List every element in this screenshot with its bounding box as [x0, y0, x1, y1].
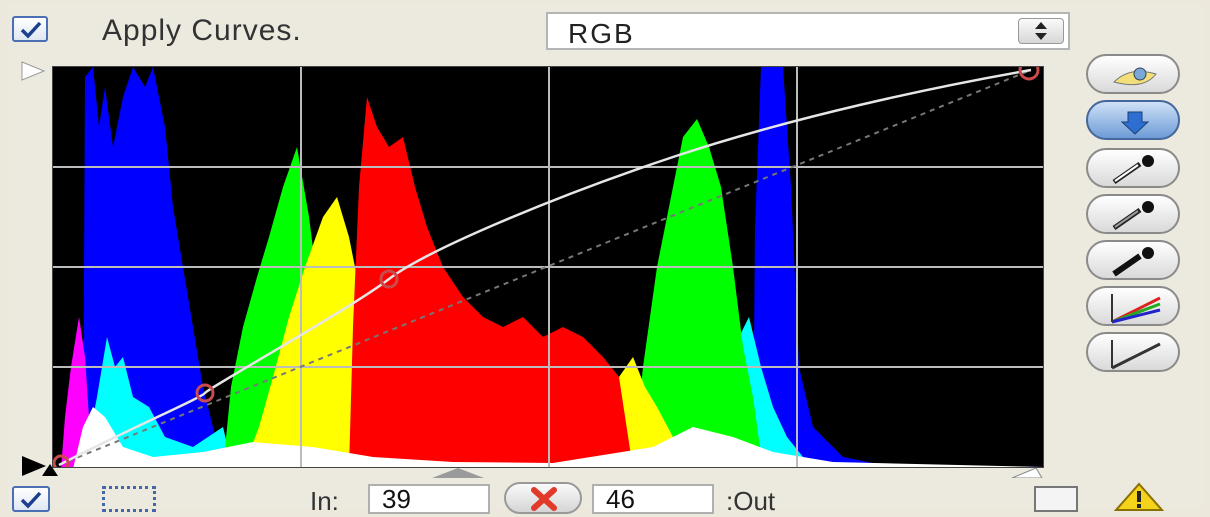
apply-curves-checkbox[interactable]	[12, 16, 48, 42]
close-icon	[531, 487, 557, 511]
apply-curves-label: Apply Curves.	[102, 14, 302, 47]
input-gray-marker	[432, 468, 484, 478]
grid-lines	[53, 67, 1043, 467]
gray-eyedropper-icon	[1112, 201, 1154, 231]
selection-toggle[interactable]	[102, 486, 156, 512]
tone-curve	[58, 68, 1032, 467]
channel-spinner[interactable]	[1018, 18, 1064, 44]
cancel-button[interactable]	[504, 482, 582, 514]
output-white-marker[interactable]	[20, 60, 46, 82]
control-point-2	[379, 269, 399, 289]
control-point-black	[53, 454, 70, 467]
gray-point-eyedropper[interactable]	[1086, 194, 1180, 234]
preview-checkbox[interactable]	[12, 486, 50, 512]
histogram-green-right	[633, 119, 763, 467]
histogram-white	[73, 407, 1043, 467]
black-eyedropper-icon	[1112, 247, 1154, 277]
input-black-marker[interactable]	[20, 454, 60, 484]
channel-value: RGB	[568, 18, 635, 49]
input-slider-track[interactable]	[52, 468, 1044, 478]
histogram-red	[349, 97, 633, 467]
warning-icon[interactable]	[1112, 482, 1166, 512]
pointer-tool-button[interactable]	[1086, 100, 1180, 140]
color-channels-button[interactable]	[1086, 286, 1180, 326]
curves-graph[interactable]	[52, 66, 1044, 468]
white-eyedropper-icon	[1112, 155, 1154, 185]
check-icon	[20, 21, 42, 39]
show-original-button[interactable]	[1086, 54, 1180, 94]
control-point-1	[195, 383, 215, 403]
identity-line	[58, 69, 1032, 466]
curve-control-points	[53, 67, 1040, 467]
reset-curve-button[interactable]	[1086, 332, 1180, 372]
channel-select[interactable]: RGB	[546, 12, 1070, 50]
eye-icon	[1113, 67, 1157, 86]
control-point-white	[1018, 67, 1040, 81]
input-value-field[interactable]: 39	[368, 484, 490, 514]
up-down-arrows-icon	[1035, 22, 1047, 40]
histogram-canvas[interactable]	[53, 67, 1044, 468]
white-point-eyedropper[interactable]	[1086, 148, 1180, 188]
output-value-field[interactable]: 46	[592, 484, 714, 514]
out-label: :Out	[726, 486, 776, 516]
options-toggle[interactable]	[1034, 486, 1078, 512]
input-white-marker	[1011, 468, 1043, 478]
linear-curve-icon	[1111, 340, 1161, 370]
arrow-icon	[1120, 111, 1150, 135]
check-icon	[20, 491, 42, 509]
color-curves-icon	[1111, 294, 1161, 324]
black-point-eyedropper[interactable]	[1086, 240, 1180, 280]
curves-panel: Apply Curves. RGB	[6, 4, 1204, 516]
in-label: In:	[310, 486, 339, 516]
